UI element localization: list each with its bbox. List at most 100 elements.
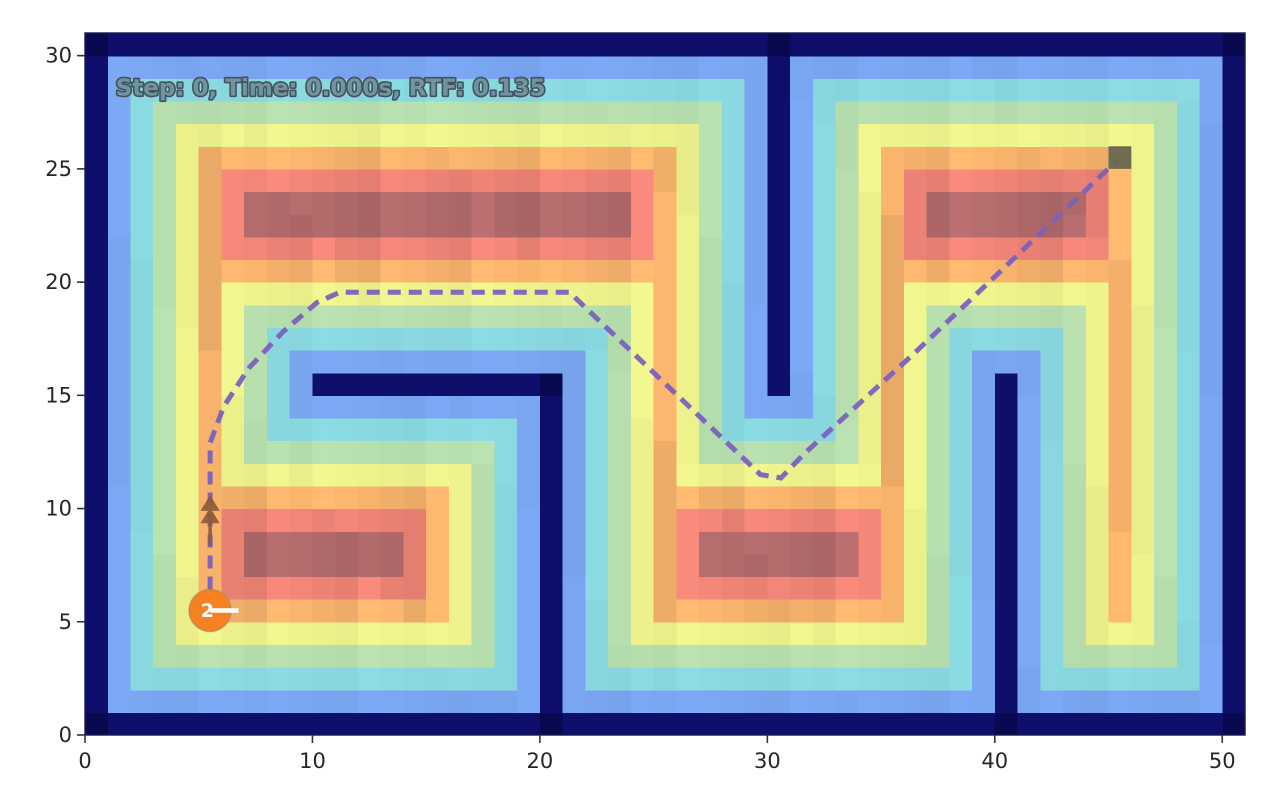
x-tick-label: 10 [299,749,326,773]
heatmap-cell [494,146,518,170]
heatmap-cell [517,440,541,464]
heatmap-cell [1108,485,1132,510]
heatmap-cell [289,644,314,668]
heatmap-cell [994,146,1019,170]
heatmap-cell [312,395,336,419]
heatmap-cell [221,531,245,555]
heatmap-cell [1085,576,1110,600]
heatmap-cell [630,463,655,487]
heatmap-cell [153,440,177,464]
heatmap-cell [244,78,268,102]
heatmap-cell [881,191,905,215]
heatmap-cell [335,417,359,442]
heatmap-cell [1017,440,1041,464]
heatmap-cell [85,667,109,691]
heatmap-cell [699,531,723,555]
heatmap-cell [107,440,132,464]
heatmap-cell [517,327,541,351]
heatmap-cell [812,282,837,306]
heatmap-cell [1176,282,1201,306]
heatmap-cell [1017,214,1041,238]
heatmap-cell [767,395,791,419]
heatmap-cell [403,214,427,238]
heatmap-cell [630,644,655,668]
heatmap-cell [653,236,677,261]
heatmap-cell [426,576,450,600]
heatmap-cell [85,463,109,487]
heatmap-cell [380,417,405,442]
heatmap-cell [357,78,382,102]
heatmap-cell [471,236,496,261]
heatmap-cell [790,508,814,532]
heatmap-cell [357,191,382,215]
heatmap-cell [85,395,109,419]
heatmap-cell [812,644,837,668]
heatmap-cell [812,372,837,396]
heatmap-cell [699,553,723,578]
heatmap-cell [539,667,564,691]
heatmap-cell [1063,576,1087,600]
heatmap-cell [767,508,791,532]
heatmap-cell [107,712,132,736]
status-text: Step: 0, Time: 0.000s, RTF: 0.135 [116,75,546,101]
heatmap-cell [198,417,223,442]
heatmap-cell [653,33,677,57]
heatmap-cell [994,123,1019,147]
heatmap-cell [403,327,427,351]
heatmap-cell [539,259,564,283]
heatmap-cell [1176,350,1201,374]
heatmap-cell [608,644,632,668]
heatmap-cell [994,621,1019,646]
heatmap-cell [494,214,518,238]
heatmap-cell [1199,282,1223,306]
heatmap-cell [881,508,905,532]
heatmap-cell [767,667,791,691]
heatmap-cell [85,440,109,464]
heatmap-cell [699,350,723,374]
heatmap-cell [790,123,814,147]
heatmap-cell [994,440,1019,464]
heatmap-cell [539,146,564,170]
heatmap-cell [153,712,177,736]
heatmap-cell [448,78,473,102]
heatmap-cell [767,599,791,623]
heatmap-cell [676,327,700,351]
heatmap-cell [585,168,609,193]
heatmap-cell [926,440,950,464]
heatmap-cell [972,485,996,510]
heatmap-cell [1017,55,1041,79]
heatmap-cell [539,191,564,215]
heatmap-cell [403,100,427,125]
heatmap-cell [539,123,564,147]
heatmap-cell [107,327,132,351]
heatmap-cell [1108,350,1132,374]
heatmap-cell [858,621,882,646]
heatmap-cell [1176,395,1201,419]
heatmap-cell [357,599,382,623]
heatmap-cell [676,146,700,170]
heatmap-cell [926,508,950,532]
heatmap-cell [721,33,746,57]
heatmap-cell [767,236,791,261]
heatmap-cell [790,327,814,351]
heatmap-cell [1199,304,1223,328]
heatmap-cell [630,259,655,283]
heatmap-cell [266,123,291,147]
heatmap-cell [1222,553,1246,578]
heatmap-cell [721,282,746,306]
heatmap-cell [471,395,496,419]
heatmap-cell [630,667,655,691]
heatmap-cell [949,463,973,487]
heatmap-cell [289,621,314,646]
heatmap-cell [266,508,291,532]
heatmap-cell [1131,304,1155,328]
heatmap-cell [699,463,723,487]
heatmap-cell [1222,100,1246,125]
heatmap-cell [517,33,541,57]
heatmap-cell [562,372,586,396]
heatmap-cell [471,78,496,102]
heatmap-cell [221,327,245,351]
heatmap-cell [153,599,177,623]
heatmap-cell [357,327,382,351]
heatmap-cell [812,304,837,328]
